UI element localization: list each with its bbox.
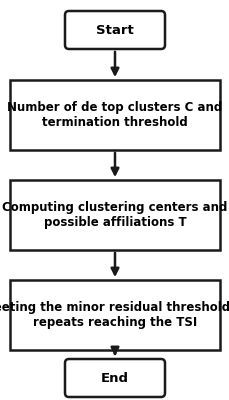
FancyBboxPatch shape xyxy=(10,280,219,350)
FancyBboxPatch shape xyxy=(10,80,219,150)
Text: Number of de top clusters C and
termination threshold: Number of de top clusters C and terminat… xyxy=(7,101,222,129)
Text: End: End xyxy=(101,372,128,384)
Text: Computing clustering centers and
possible affiliations T: Computing clustering centers and possibl… xyxy=(2,201,227,229)
Text: Meeting the minor residual threshold or
repeats reaching the TSI: Meeting the minor residual threshold or … xyxy=(0,301,229,329)
FancyBboxPatch shape xyxy=(65,359,164,397)
FancyBboxPatch shape xyxy=(65,11,164,49)
FancyBboxPatch shape xyxy=(10,180,219,250)
Text: Start: Start xyxy=(96,24,133,36)
